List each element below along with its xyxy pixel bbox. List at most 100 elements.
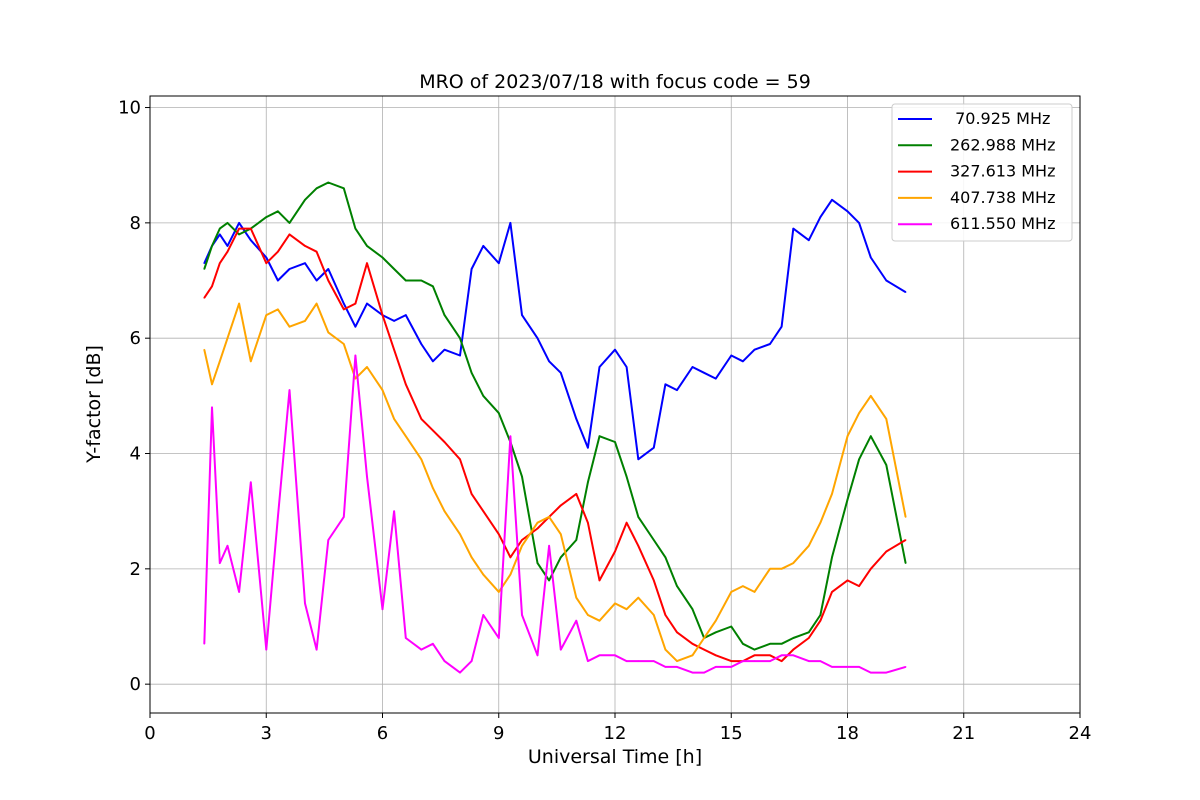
legend-label-1: 70.925 MHz: [950, 109, 1050, 128]
series-1-point: [730, 354, 733, 357]
series-3-point: [637, 544, 640, 547]
series-4-point: [288, 325, 291, 328]
series-1-point: [858, 222, 860, 224]
series-4-point: [536, 521, 539, 524]
y-axis-label: Y-factor [dB]: [83, 345, 105, 464]
x-tick-label: 21: [952, 723, 975, 744]
series-2-point: [315, 187, 318, 190]
series-2-point: [470, 371, 473, 374]
series-5-point: [614, 654, 616, 657]
series-5-point: [304, 602, 306, 605]
series-5-point: [831, 666, 833, 668]
series-3-point: [288, 233, 291, 236]
series-1-point: [342, 302, 345, 305]
series-3-point: [249, 227, 252, 230]
series-3-point: [676, 631, 678, 634]
series-3-point: [315, 250, 318, 253]
series-4-point: [714, 619, 717, 622]
series-4-point: [885, 418, 888, 420]
series-1-point: [742, 360, 744, 363]
series-1-point: [869, 256, 872, 259]
series-3-point: [846, 579, 849, 582]
series-2-point: [420, 279, 423, 282]
series-4-point: [637, 596, 640, 599]
series-2-point: [742, 643, 744, 645]
series-4-point: [497, 591, 500, 593]
series-4-point: [226, 337, 229, 339]
series-5-point: [664, 666, 667, 668]
series-2-point: [691, 608, 694, 611]
series-5-point: [625, 660, 628, 662]
series-3-point: [497, 533, 500, 536]
series-line-4: [203, 302, 907, 663]
series-1-point: [509, 222, 512, 224]
series-2-point: [218, 227, 221, 230]
series-5-point: [536, 654, 539, 657]
series-5-point: [559, 648, 562, 651]
series-2-point: [807, 631, 810, 634]
series-1-point: [393, 320, 395, 322]
series-5-point: [521, 614, 523, 616]
series-5-point: [575, 619, 578, 622]
series-2-point: [780, 643, 783, 645]
y-tick-label: 2: [130, 559, 141, 580]
series-3-point: [354, 302, 357, 305]
series-3-point: [714, 654, 717, 657]
x-tick-label: 9: [493, 723, 504, 744]
series-1-point: [831, 198, 833, 201]
series-4-point: [277, 308, 279, 311]
series-5-point: [420, 648, 423, 651]
series-3-point: [614, 550, 616, 553]
series-3-point: [780, 660, 783, 662]
series-5-point: [598, 654, 601, 657]
series-3-point: [819, 619, 822, 622]
series-5-point: [211, 406, 213, 409]
series-line-5: [203, 354, 906, 674]
series-1-point: [652, 446, 655, 449]
series-4-point: [652, 614, 655, 616]
series-3-point: [304, 245, 306, 247]
series-4-point: [218, 360, 221, 363]
series-5-point: [218, 562, 221, 564]
series-1-point: [819, 216, 822, 218]
series-3-point: [652, 579, 655, 582]
series-2-point: [559, 556, 562, 559]
series-4-point: [354, 377, 357, 380]
legend: 70.925 MHz 262.988 MHz 327.613 MHz 407.738 …: [891, 103, 1073, 242]
series-5-point: [381, 608, 384, 611]
series-2-point: [211, 245, 213, 247]
chart-title: MRO of 2023/07/18 with focus code = 59: [419, 71, 811, 93]
series-3-point: [769, 654, 771, 657]
series-3-point: [703, 648, 705, 651]
series-2-point: [354, 227, 357, 230]
series-5-point: [342, 516, 345, 518]
series-2-point: [459, 337, 461, 339]
series-4-point: [521, 544, 523, 547]
series-1-point: [769, 343, 771, 345]
series-1-point: [470, 268, 473, 270]
series-5-point: [366, 475, 368, 478]
series-4-point: [404, 435, 407, 438]
series-1-point: [637, 458, 640, 461]
x-tick-label: 12: [604, 723, 627, 744]
series-5-point: [742, 660, 744, 662]
series-3-point: [443, 441, 446, 443]
series-4-point: [304, 320, 306, 322]
series-4-point: [769, 568, 771, 570]
series-3-point: [366, 262, 368, 265]
x-tick-label: 0: [144, 723, 155, 744]
series-5-point: [792, 654, 795, 657]
series-5-point: [509, 435, 512, 438]
series-5-point: [858, 666, 860, 668]
series-4-point: [703, 637, 705, 639]
x-tick-label: 18: [836, 723, 859, 744]
series-2-point: [536, 562, 539, 564]
series-1-point: [366, 302, 368, 305]
series-5-point: [265, 648, 268, 651]
series-line-3: [203, 227, 907, 663]
series-4-point: [691, 654, 694, 657]
series-5-point: [846, 666, 849, 668]
series-3-point: [381, 314, 384, 316]
y-tick-label: 8: [130, 213, 141, 234]
